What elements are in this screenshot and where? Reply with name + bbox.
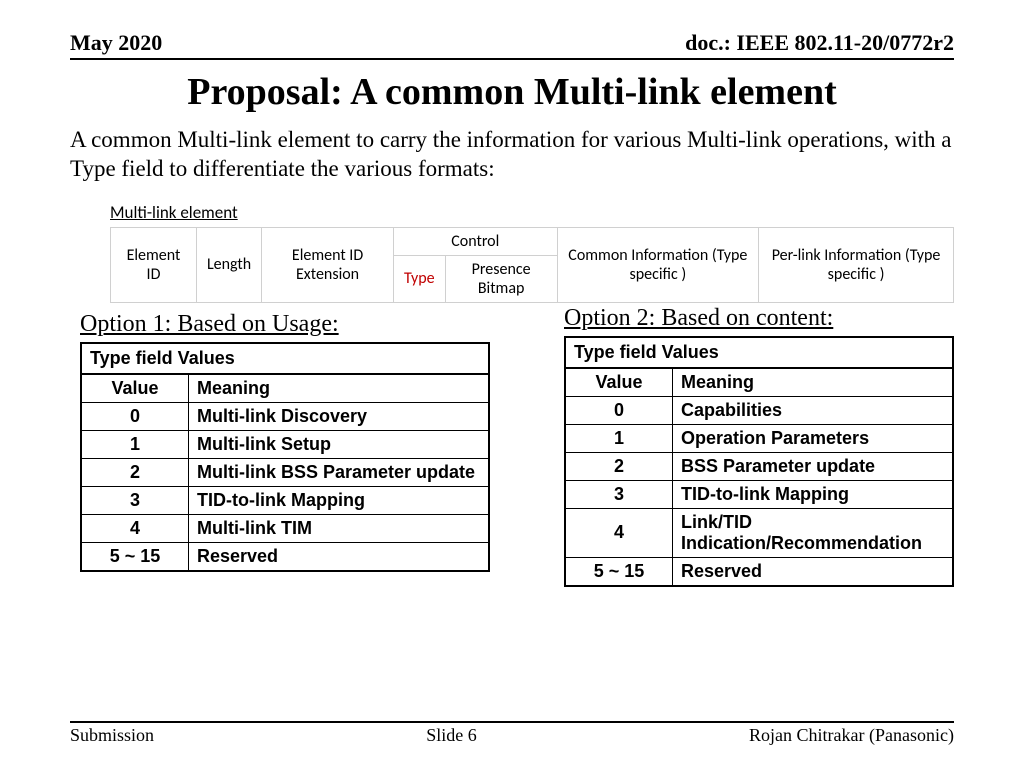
table-cell-meaning: TID-to-link Mapping xyxy=(189,486,490,514)
col-value: Value xyxy=(81,374,189,403)
option-1-rows: 0Multi-link Discovery1Multi-link Setup2M… xyxy=(81,402,489,571)
table-cell-meaning: TID-to-link Mapping xyxy=(673,480,954,508)
table-cell-value: 1 xyxy=(565,424,673,452)
table-cell-meaning: BSS Parameter update xyxy=(673,452,954,480)
table-cell-value: 2 xyxy=(81,458,189,486)
table-cell-value: 5 ~ 15 xyxy=(565,557,673,586)
option-1-title: Option 1: Based on Usage: xyxy=(80,311,490,338)
col-meaning: Meaning xyxy=(673,368,954,397)
table-cell-meaning: Reserved xyxy=(189,542,490,571)
table-cell-meaning: Operation Parameters xyxy=(673,424,954,452)
field-perlink: Per-link Information (Type specific ) xyxy=(759,227,954,302)
field-length: Length xyxy=(196,227,261,302)
table-cell-meaning: Link/TID Indication/Recommendation xyxy=(673,508,954,557)
page-footer: Submission Slide 6 Rojan Chitrakar (Pana… xyxy=(70,721,954,746)
option-2-caption: Type field Values xyxy=(565,337,953,368)
table-cell-meaning: Multi-link BSS Parameter update xyxy=(189,458,490,486)
field-type: Type xyxy=(393,255,445,302)
field-element-id: Element ID xyxy=(111,227,197,302)
col-value: Value xyxy=(565,368,673,397)
table-cell-meaning: Multi-link Discovery xyxy=(189,402,490,430)
table-cell-value: 2 xyxy=(565,452,673,480)
option-2-title: Option 2: Based on content: xyxy=(564,305,954,332)
field-common: Common Information (Type specific ) xyxy=(557,227,759,302)
footer-left: Submission xyxy=(70,725,154,746)
table-cell-value: 3 xyxy=(81,486,189,514)
page-header: May 2020 doc.: IEEE 802.11-20/0772r2 xyxy=(70,30,954,60)
lead-paragraph: A common Multi-link element to carry the… xyxy=(70,126,954,184)
option-1: Option 1: Based on Usage: Type field Val… xyxy=(80,311,490,572)
header-date: May 2020 xyxy=(70,30,162,56)
header-doc: doc.: IEEE 802.11-20/0772r2 xyxy=(685,30,954,56)
page-title: Proposal: A common Multi-link element xyxy=(70,70,954,114)
col-meaning: Meaning xyxy=(189,374,490,403)
field-presence: Presence Bitmap xyxy=(445,255,557,302)
table-cell-value: 0 xyxy=(81,402,189,430)
option-2-table: Type field Values Value Meaning 0Capabil… xyxy=(564,336,954,587)
table-cell-meaning: Reserved xyxy=(673,557,954,586)
table-cell-meaning: Capabilities xyxy=(673,396,954,424)
option-2-rows: 0Capabilities1Operation Parameters2BSS P… xyxy=(565,396,953,586)
footer-right: Rojan Chitrakar (Panasonic) xyxy=(749,725,954,746)
table-cell-meaning: Multi-link TIM xyxy=(189,514,490,542)
table-cell-value: 4 xyxy=(81,514,189,542)
structure-label: Multi-link element xyxy=(110,202,954,223)
table-cell-value: 3 xyxy=(565,480,673,508)
footer-center: Slide 6 xyxy=(426,725,477,746)
table-cell-value: 4 xyxy=(565,508,673,557)
structure-diagram: Element ID Length Element ID Extension C… xyxy=(110,227,954,303)
field-ext: Element ID Extension xyxy=(262,227,394,302)
option-2: Option 2: Based on content: Type field V… xyxy=(564,305,954,587)
option-1-caption: Type field Values xyxy=(81,343,489,374)
table-cell-value: 5 ~ 15 xyxy=(81,542,189,571)
field-control: Control xyxy=(393,227,557,255)
table-cell-value: 0 xyxy=(565,396,673,424)
table-cell-value: 1 xyxy=(81,430,189,458)
option-1-table: Type field Values Value Meaning 0Multi-l… xyxy=(80,342,490,572)
table-cell-meaning: Multi-link Setup xyxy=(189,430,490,458)
